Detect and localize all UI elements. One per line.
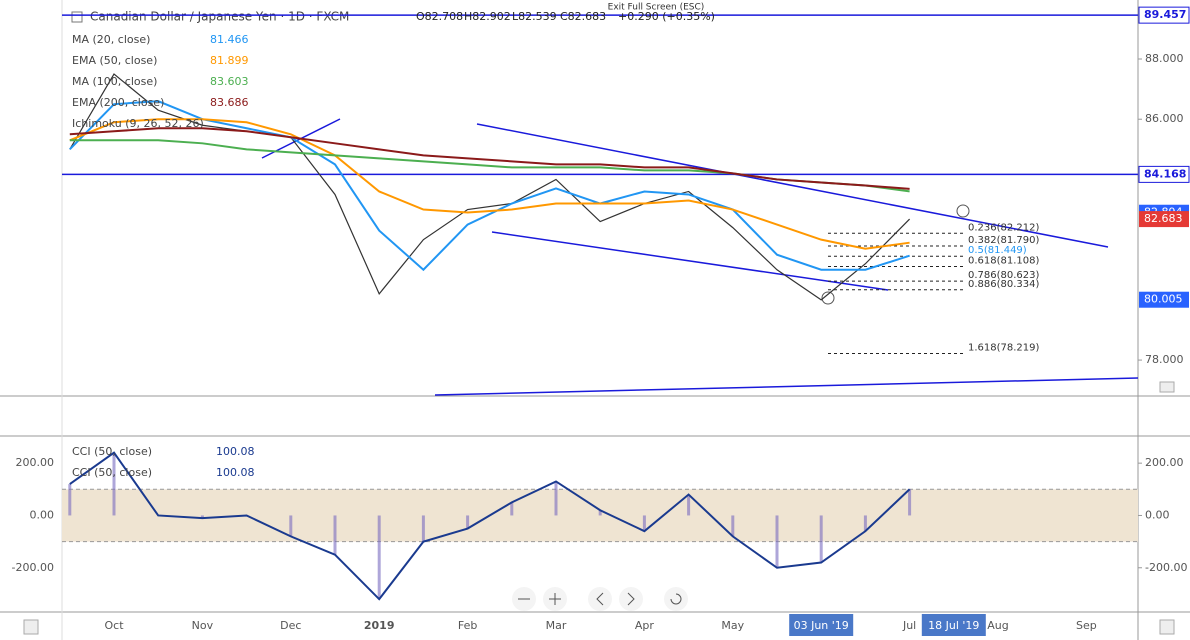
price-tag: 89.457 (1144, 8, 1186, 21)
auto-scale-toggle[interactable] (1159, 619, 1175, 635)
price-tag-box (1139, 211, 1189, 228)
icon (549, 593, 561, 605)
x-tick-label: Dec (280, 619, 301, 632)
x-tick-label: Nov (192, 619, 214, 632)
anchor-handle[interactable] (821, 291, 835, 305)
icon (627, 592, 635, 606)
x-tick-label: Jul (902, 619, 916, 632)
legend-name: CCI (50, close) (72, 466, 152, 479)
fib-label: 0.236(82.212) (968, 222, 1040, 233)
x-tick-label: Feb (458, 619, 477, 632)
fib-label: 0.382(81.790) (968, 235, 1040, 246)
x-tick-label: Oct (104, 619, 124, 632)
fib-label: 0.618(81.108) (968, 256, 1040, 267)
x-tick-label: 2019 (364, 619, 395, 632)
legend-value: 100.08 (216, 466, 255, 479)
pane-toggle[interactable] (1159, 381, 1175, 393)
legend-value: 81.899 (210, 54, 249, 67)
y-tick-label-left: 0.00 (30, 508, 55, 521)
y-tick-label: 0.00 (1145, 508, 1170, 521)
y-tick-label: 200.00 (1145, 456, 1184, 469)
legend-name: MA (100, close) (72, 75, 157, 88)
cci-line (69, 451, 911, 601)
price-tag: 82.683 (1144, 212, 1183, 225)
y-tick-label: 88.000 (1145, 52, 1184, 65)
legend-name: EMA (200, close) (72, 96, 164, 109)
legend-value: 83.686 (210, 96, 249, 109)
fib-label: 0.886(80.334) (968, 279, 1040, 290)
y-tick-label: 78.000 (1145, 353, 1184, 366)
x-tick-label: 18 Jul '19 (928, 619, 979, 632)
ohlc-value: C82.683 (560, 10, 606, 23)
collapse-toggle[interactable] (71, 11, 83, 23)
legend-value: 83.603 (210, 75, 249, 88)
series-line (69, 73, 911, 301)
fib-label: 0.786(80.623) (968, 270, 1040, 281)
y-tick-label-left: -200.00 (12, 561, 54, 574)
scroll-right-button[interactable] (619, 587, 643, 611)
nav-buttons (512, 587, 688, 611)
legend-name: MA (20, close) (72, 33, 150, 46)
price-tag-box (1139, 291, 1189, 308)
series-line (69, 127, 910, 190)
x-tick-label: Sep (1076, 619, 1097, 632)
fib-label: 1.618(78.219) (968, 342, 1040, 353)
price-tag: 84.168 (1144, 167, 1186, 180)
y-tick-label-left: 200.00 (16, 456, 55, 469)
trend-line (434, 377, 1139, 396)
zoom-toggle[interactable] (23, 619, 39, 635)
crosshair-date-box (921, 614, 986, 636)
y-tick-label: 86.000 (1145, 112, 1184, 125)
trend-line (491, 231, 889, 291)
x-tick-label: Mar (546, 619, 567, 632)
chart-title: Canadian Dollar / Japanese Yen · 1D · FX… (90, 10, 349, 24)
legend-value: 81.466 (210, 33, 249, 46)
ohlc-value: L82.539 (512, 10, 557, 23)
fib-label: 0.5(81.449) (968, 245, 1027, 256)
icon (670, 593, 682, 605)
legend-name: CCI (50, close) (72, 445, 152, 458)
price-tag-box (1138, 165, 1190, 183)
x-tick-label: Apr (635, 619, 655, 632)
x-tick-label: May (721, 619, 744, 632)
legend-name: EMA (50, close) (72, 54, 157, 67)
price-tag-box (1138, 6, 1190, 24)
icon (596, 592, 604, 606)
legend-name: Ichimoku (9, 26, 52, 26) (72, 117, 204, 130)
ohlc-value: H82.902 (464, 10, 511, 23)
trend-line (476, 123, 1109, 248)
series-line (69, 100, 910, 272)
ohlc-value: O82.708 (416, 10, 463, 23)
y-tick-label: -200.00 (1145, 561, 1187, 574)
series-line (69, 118, 910, 250)
price-change: +0.290 (+0.35%) (618, 10, 715, 23)
anchor-handle[interactable] (956, 204, 970, 218)
reset-button[interactable] (664, 587, 688, 611)
price-tag: 80.005 (1144, 293, 1183, 306)
crosshair-date-box (789, 614, 854, 636)
x-tick-label: 03 Jun '19 (794, 619, 849, 632)
scroll-left-button[interactable] (588, 587, 612, 611)
legend-value: 100.08 (216, 445, 255, 458)
exit-hint: Exit Full Screen (ESC) (608, 3, 705, 13)
x-tick-label: Aug (987, 619, 1008, 632)
